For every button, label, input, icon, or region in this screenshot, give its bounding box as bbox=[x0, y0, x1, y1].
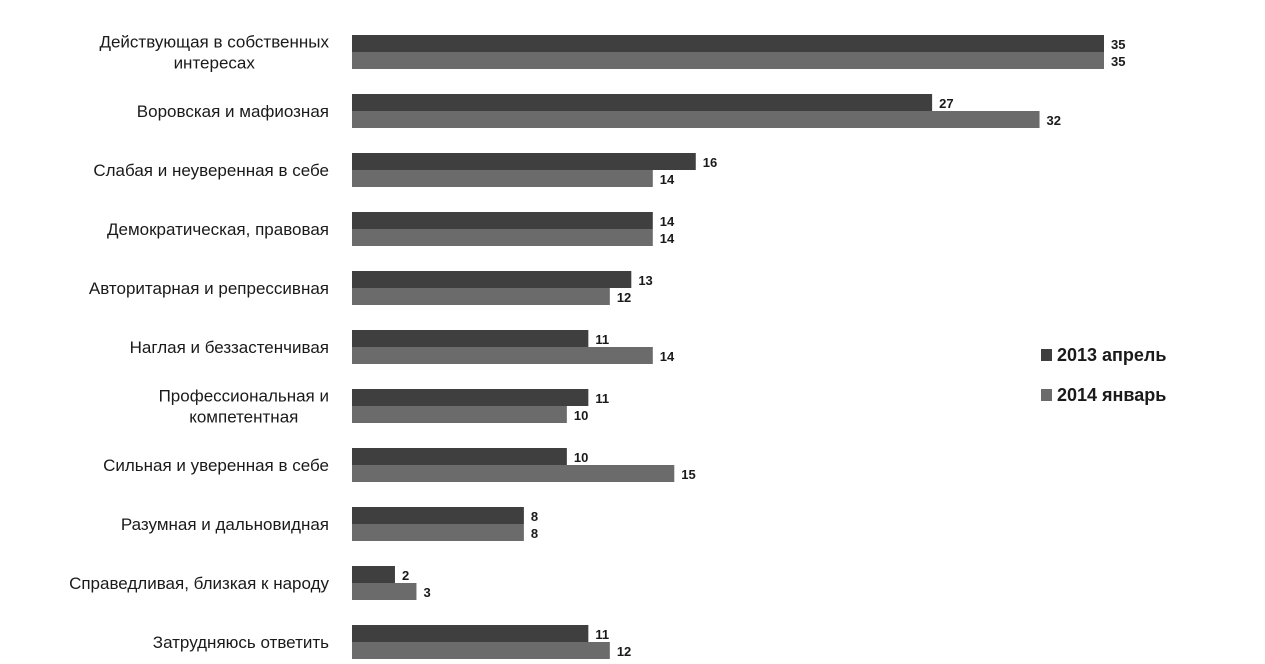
bar-series-1 bbox=[352, 330, 589, 347]
data-label: 10 bbox=[574, 408, 588, 423]
data-label: 11 bbox=[595, 391, 609, 406]
bar-series-2 bbox=[352, 406, 567, 423]
data-label: 11 bbox=[595, 332, 609, 347]
legend-swatch bbox=[1041, 349, 1052, 361]
data-label: 35 bbox=[1111, 37, 1125, 52]
category-label-line: интересах bbox=[174, 54, 256, 73]
category-label: Воровская и мафиозная bbox=[137, 102, 329, 121]
bar-series-2 bbox=[352, 111, 1040, 128]
category-label-line: Авторитарная и репрессивная bbox=[89, 279, 329, 298]
category-label-line: Сильная и уверенная в себе bbox=[103, 456, 329, 475]
category-label-line: Действующая в собственных bbox=[99, 33, 329, 52]
legend-swatch bbox=[1041, 389, 1052, 401]
bar-series-1 bbox=[352, 625, 589, 642]
category-label-line: Справедливая, близкая к народу bbox=[69, 574, 329, 593]
bar-series-2 bbox=[352, 583, 417, 600]
data-label: 8 bbox=[531, 509, 538, 524]
data-label: 16 bbox=[703, 155, 717, 170]
data-label: 2 bbox=[402, 568, 409, 583]
data-label: 15 bbox=[681, 467, 695, 482]
data-label: 13 bbox=[638, 273, 652, 288]
category-label: Наглая и беззастенчивая bbox=[130, 338, 329, 357]
legend-label: 2014 январь bbox=[1057, 385, 1166, 405]
data-label: 8 bbox=[531, 526, 538, 541]
category-label-line: Профессиональная и bbox=[159, 387, 329, 406]
category-label-line: Воровская и мафиозная bbox=[137, 102, 329, 121]
bar-series-2 bbox=[352, 52, 1104, 69]
bar-series-1 bbox=[352, 271, 632, 288]
category-label: Авторитарная и репрессивная bbox=[89, 279, 329, 298]
category-labels-group: Действующая в собственных интересах Воровс… bbox=[69, 33, 329, 653]
category-label-line: Слабая и неуверенная в себе bbox=[93, 161, 329, 180]
bar-series-2 bbox=[352, 229, 653, 246]
data-label: 27 bbox=[939, 96, 953, 111]
data-label: 11 bbox=[595, 627, 609, 642]
bar-series-2 bbox=[352, 347, 653, 364]
data-label: 12 bbox=[617, 644, 631, 659]
data-label: 12 bbox=[617, 290, 631, 305]
data-label: 10 bbox=[574, 450, 588, 465]
bar-series-2 bbox=[352, 465, 675, 482]
bar-series-1 bbox=[352, 507, 524, 524]
category-label-line: Демократическая, правовая bbox=[107, 220, 329, 239]
data-label: 14 bbox=[660, 349, 675, 364]
bar-series-1 bbox=[352, 448, 567, 465]
bar-series-1 bbox=[352, 212, 653, 229]
data-label: 14 bbox=[660, 214, 675, 229]
legend: 2013 апрель 2014 январь bbox=[1041, 345, 1166, 405]
bar-series-1 bbox=[352, 94, 933, 111]
category-label: Затрудняюсь ответить bbox=[153, 633, 329, 652]
value-labels-group: 35 35 27 32 16 14 14 14 13 12 11 14 11 10 10 15 8 8 23 11 12 bbox=[402, 37, 1125, 659]
data-label: 35 bbox=[1111, 54, 1125, 69]
bar-series-2 bbox=[352, 642, 610, 659]
category-label-line: компетентная bbox=[189, 408, 298, 427]
category-label-line: Затрудняюсь ответить bbox=[153, 633, 329, 652]
data-label: 32 bbox=[1047, 113, 1061, 128]
data-label: 3 bbox=[423, 585, 430, 600]
category-label: Демократическая, правовая bbox=[107, 220, 329, 239]
bars-group bbox=[352, 35, 1104, 659]
legend-label: 2013 апрель bbox=[1057, 345, 1166, 365]
category-label-line: Наглая и беззастенчивая bbox=[130, 338, 329, 357]
bar-series-1 bbox=[352, 35, 1104, 52]
category-label: Сильная и уверенная в себе bbox=[103, 456, 329, 475]
category-label: Действующая в собственных интересах bbox=[99, 33, 329, 73]
bar-series-2 bbox=[352, 524, 524, 541]
bar-series-2 bbox=[352, 170, 653, 187]
bar-series-2 bbox=[352, 288, 610, 305]
data-label: 14 bbox=[660, 231, 675, 246]
bar-series-1 bbox=[352, 389, 589, 406]
category-label: Разумная и дальновидная bbox=[121, 515, 329, 534]
category-label: Слабая и неуверенная в себе bbox=[93, 161, 329, 180]
data-label: 14 bbox=[660, 172, 675, 187]
category-label: Справедливая, близкая к народу bbox=[69, 574, 329, 593]
category-label: Профессиональная и компетентная bbox=[159, 387, 329, 427]
bar-series-1 bbox=[352, 566, 395, 583]
bar-series-1 bbox=[352, 153, 696, 170]
category-label-line: Разумная и дальновидная bbox=[121, 515, 329, 534]
